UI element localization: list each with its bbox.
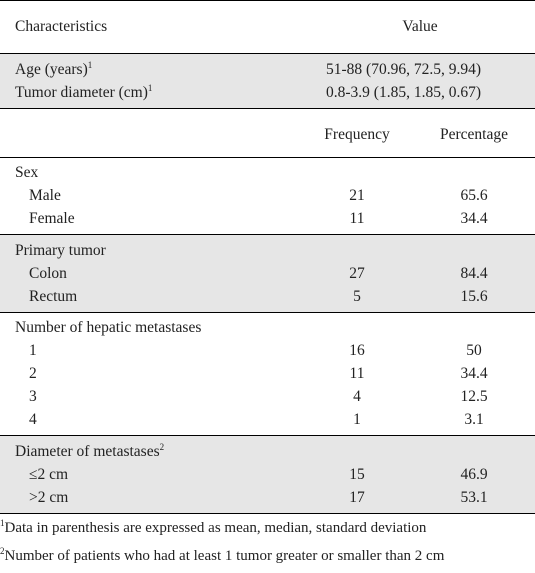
group-primary-tumor: Primary tumor Colon 27 84.4 Rectum 5 15.6 <box>0 235 535 313</box>
group-hepatic-metastases: Number of hepatic metastases 1 16 50 2 11 34… <box>0 313 535 436</box>
row-value: 0.8-3.9 (1.85, 1.85, 0.67) <box>326 84 481 101</box>
row-label: Tumor diameter (cm) <box>15 84 148 101</box>
table-row: 3 4 12.5 <box>29 388 488 405</box>
table-row: Tumor diameter (cm)1 0.8-3.9 (1.85, 1.85… <box>0 81 535 104</box>
group-sex: Sex Male 21 65.6 Female 11 34.4 <box>0 158 535 235</box>
table-header: Characteristics Value <box>0 0 535 54</box>
table-row: 4 1 3.1 <box>29 411 484 428</box>
group-title: Number of hepatic metastases <box>15 319 202 336</box>
table-row: ≤2 cm 15 46.9 <box>29 466 488 483</box>
header-value: Value <box>402 18 438 35</box>
subheader-frequency: Frequency <box>324 126 390 143</box>
table-row: Female 11 34.4 <box>29 210 488 227</box>
subheader: Frequency Percentage <box>0 109 535 158</box>
table-row: 1 16 50 <box>29 342 482 359</box>
group-title: Sex <box>15 164 39 181</box>
row-label: Age (years) <box>15 61 88 78</box>
footnote-1: 1Data in parenthesis are expressed as me… <box>0 518 427 537</box>
table-row: Male 21 65.6 <box>29 187 488 204</box>
row-value: 51-88 (70.96, 72.5, 9.94) <box>326 61 481 78</box>
table-row: Rectum 5 15.6 <box>29 288 488 305</box>
header-characteristics: Characteristics <box>15 18 108 35</box>
group-diameter-metastases: Diameter of metastases2 ≤2 cm 15 46.9 >2 c… <box>0 436 535 514</box>
subheader-percentage: Percentage <box>440 126 508 143</box>
footnote-2: 2Number of patients who had at least 1 t… <box>0 546 445 565</box>
table-row: Age (years)1 51-88 (70.96, 72.5, 9.94) <box>0 58 535 81</box>
group-title: Diameter of metastases <box>15 443 160 460</box>
group-title: Primary tumor <box>15 242 106 259</box>
table-row: Colon 27 84.4 <box>29 265 488 282</box>
continuous-block: Age (years)1 51-88 (70.96, 72.5, 9.94) T… <box>0 54 535 109</box>
table-row: 2 11 34.4 <box>29 365 488 382</box>
table-row: >2 cm 17 53.1 <box>29 489 488 506</box>
